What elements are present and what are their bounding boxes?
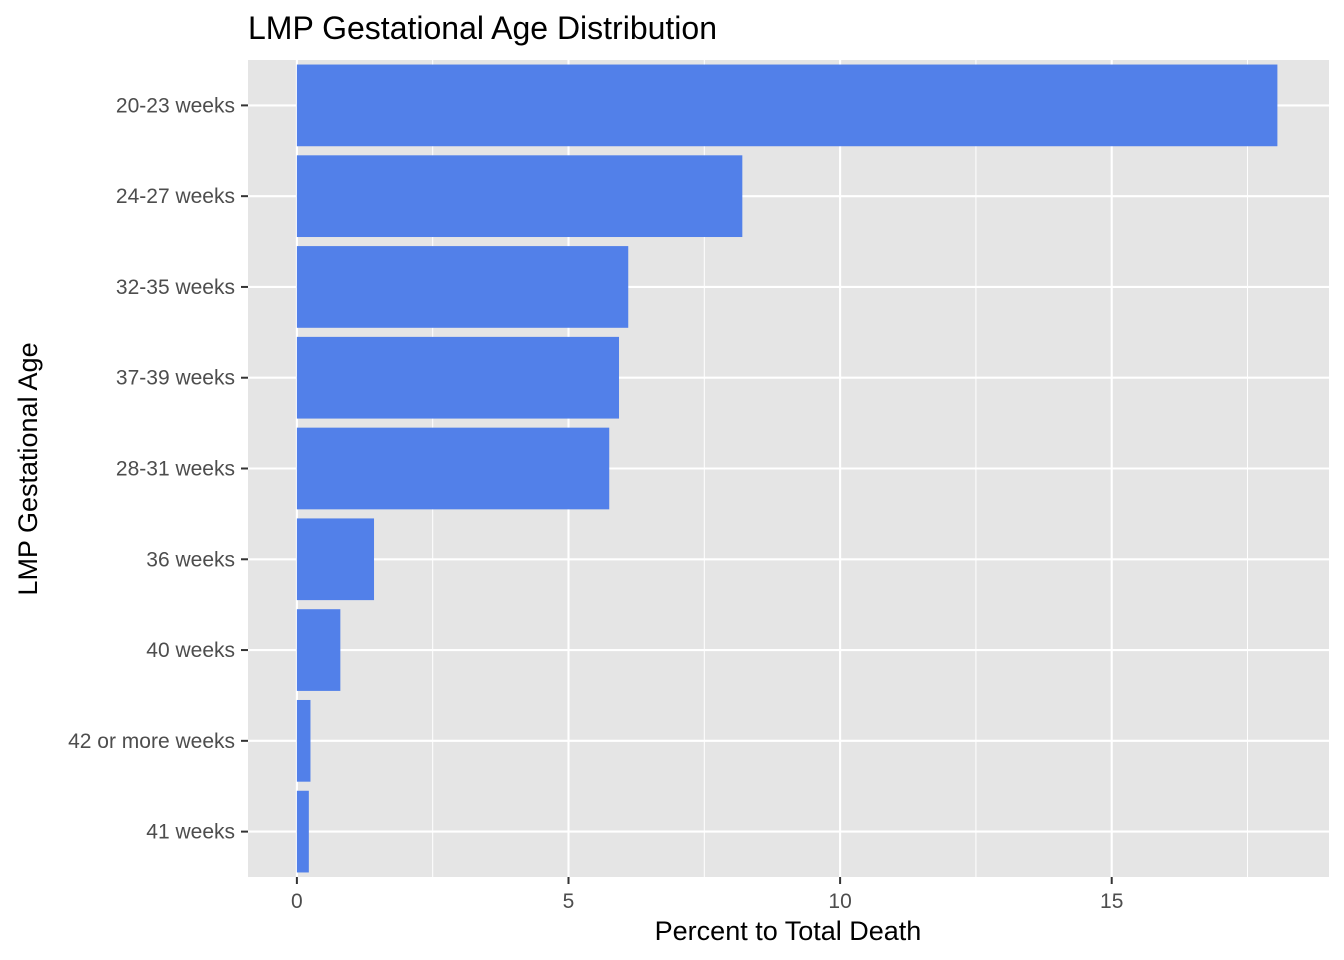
- x-tick-label: 5: [563, 890, 575, 913]
- y-axis-title: LMP Gestational Age: [13, 342, 43, 595]
- bar-20-23-weeks: [296, 64, 1278, 147]
- bar-37-39-weeks: [296, 336, 620, 419]
- x-axis: 0 5 10 15: [291, 877, 1123, 913]
- bar-40-weeks: [296, 609, 341, 691]
- y-axis: 20-23 weeks 24-27 weeks 32-35 weeks 37-39 w…: [68, 94, 248, 844]
- y-tick-label: 20-23 weeks: [116, 94, 235, 117]
- x-tick-label: 10: [828, 890, 851, 913]
- y-tick-label: 32-35 weeks: [116, 276, 235, 299]
- bar-42-or-more-weeks: [296, 699, 311, 782]
- bar-32-35-weeks: [296, 246, 629, 328]
- bar-28-31-weeks: [296, 427, 610, 510]
- bars: [296, 64, 1278, 873]
- x-tick-label: 0: [291, 890, 303, 913]
- y-tick-label: 24-27 weeks: [116, 185, 235, 208]
- y-tick-label: 41 weeks: [146, 821, 235, 844]
- bar-41-weeks: [296, 790, 309, 873]
- y-tick-label: 28-31 weeks: [116, 458, 235, 481]
- y-tick-label: 42 or more weeks: [68, 730, 235, 753]
- y-tick-label: 36 weeks: [146, 548, 235, 571]
- y-tick-label: 37-39 weeks: [116, 367, 235, 390]
- chart-title: LMP Gestational Age Distribution: [248, 10, 717, 46]
- bar-24-27-weeks: [296, 155, 743, 238]
- y-tick-label: 40 weeks: [146, 639, 235, 662]
- x-axis-title: Percent to Total Death: [655, 916, 922, 946]
- x-tick-label: 15: [1100, 890, 1123, 913]
- bar-36-weeks: [296, 518, 375, 601]
